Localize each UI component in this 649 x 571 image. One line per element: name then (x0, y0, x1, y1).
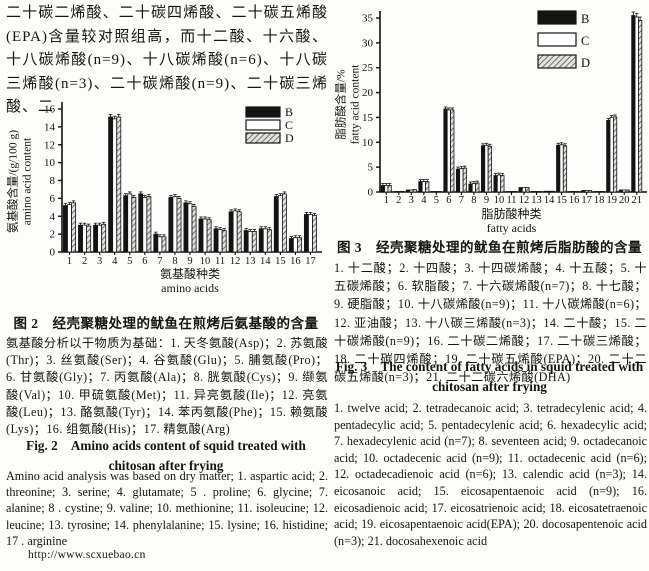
svg-text:10: 10 (200, 256, 211, 267)
fig2-y-axis-title-zh: 氨基酸含量/(g/100 g) (7, 129, 20, 234)
svg-text:3: 3 (409, 195, 414, 206)
svg-text:17: 17 (581, 195, 592, 206)
svg-text:21: 21 (631, 195, 642, 206)
svg-text:4: 4 (112, 256, 118, 267)
svg-text:9: 9 (484, 195, 489, 206)
fig2-note-en: Amino acid analysis was based on dry mat… (6, 469, 328, 548)
svg-text:13: 13 (245, 256, 256, 267)
svg-text:2: 2 (50, 229, 56, 241)
svg-text:18: 18 (594, 195, 605, 206)
fig3-x-axis-title: 脂肪酸种类 fatty acids (380, 207, 643, 235)
svg-text:25: 25 (362, 62, 374, 74)
svg-text:6: 6 (142, 256, 147, 267)
svg-text:12: 12 (44, 139, 55, 151)
fig3-caption-zh: 图 3 经壳聚糖处理的鱿鱼在煎烤后脂肪酸的含量 (336, 240, 643, 255)
svg-text:7: 7 (459, 195, 464, 206)
svg-text:C: C (581, 34, 589, 48)
fig3-caption-en-line1: Fig. 3 The content of fatty acids in squ… (335, 359, 644, 374)
svg-text:15: 15 (275, 256, 286, 267)
svg-text:C: C (285, 118, 293, 132)
fig3-note-en: 1. twelve acid; 2. tetradecanoic acid; 3… (334, 401, 647, 548)
svg-text:14: 14 (260, 256, 271, 267)
svg-text:35: 35 (362, 13, 374, 25)
footer-url: http://www.scxuebao.cn (28, 549, 146, 561)
svg-text:2: 2 (396, 195, 401, 206)
svg-text:D: D (581, 56, 590, 70)
svg-text:14: 14 (44, 121, 56, 133)
svg-text:11: 11 (215, 256, 225, 267)
svg-text:15: 15 (362, 112, 374, 124)
fig2-caption-en-line1: Fig. 2 Amino acids content of squid trea… (26, 438, 306, 453)
svg-text:4: 4 (50, 211, 56, 223)
svg-text:6: 6 (50, 193, 56, 205)
svg-text:5: 5 (127, 256, 132, 267)
svg-text:0: 0 (50, 247, 56, 259)
svg-text:8: 8 (50, 175, 56, 187)
fig3-caption-en-line2: chitosan after frying (432, 379, 547, 394)
svg-text:20: 20 (619, 195, 630, 206)
svg-text:4: 4 (421, 195, 427, 206)
fig3-y-axis-title-zh: 脂肪酸含量/% (335, 69, 348, 140)
svg-text:9: 9 (187, 256, 192, 267)
svg-text:11: 11 (506, 195, 516, 206)
svg-text:6: 6 (446, 195, 451, 206)
fig2-caption-zh: 图 2 经壳聚糖处理的鱿鱼在煎烤后氨基酸的含量 (13, 316, 319, 331)
svg-text:10: 10 (44, 157, 56, 169)
svg-text:12: 12 (230, 256, 241, 267)
svg-text:5: 5 (368, 162, 374, 174)
svg-text:16: 16 (290, 256, 301, 267)
svg-text:10: 10 (494, 195, 505, 206)
fig3-x-axis-title-zh: 脂肪酸种类 (481, 207, 542, 221)
svg-text:12: 12 (519, 195, 530, 206)
fig2-x-axis-title: 氨基酸种类 amino acids (62, 267, 318, 295)
svg-text:8: 8 (172, 256, 177, 267)
svg-text:B: B (581, 12, 589, 26)
fig3-note-zh: 1. 十二酸；2. 十四酸；3. 十四碳烯酸；4. 十五酸；5. 十五碳烯酸；6… (334, 261, 647, 385)
fig2-x-axis-title-en: amino acids (161, 280, 219, 295)
svg-text:30: 30 (362, 37, 374, 49)
fig3-y-axis-title: 脂肪酸含量/% fatty acid content (336, 25, 363, 185)
svg-text:16: 16 (44, 104, 56, 116)
fig2-y-axis-title-en: amino acid content (21, 137, 33, 226)
svg-text:15: 15 (556, 195, 567, 206)
svg-text:19: 19 (606, 195, 617, 206)
svg-text:14: 14 (544, 195, 555, 206)
fig2-caption-en-line2: chitosan after frying (108, 458, 224, 473)
svg-text:7: 7 (157, 256, 162, 267)
svg-text:1: 1 (67, 256, 72, 267)
fig3-x-axis-title-en: fatty acids (486, 220, 537, 235)
svg-text:13: 13 (531, 195, 542, 206)
fig3-y-axis-title-en: fatty acid content (349, 64, 361, 145)
fig2-note-zh: 氨基酸分析以干物质为基础：1. 天冬氨酸(Asp)；2. 苏氨酸(Thr)；3.… (6, 336, 328, 437)
svg-text:16: 16 (569, 195, 580, 206)
svg-text:1: 1 (384, 195, 389, 206)
fig2-caption-en: Fig. 2 Amino acids content of squid trea… (4, 436, 328, 476)
svg-text:0: 0 (368, 187, 374, 199)
svg-text:2: 2 (82, 256, 87, 267)
svg-text:8: 8 (471, 195, 476, 206)
svg-text:5: 5 (434, 195, 439, 206)
svg-text:17: 17 (305, 256, 316, 267)
intro-paragraph: 二十碳二烯酸、二十碳四烯酸、二十碳五烯酸(EPA)含量较对照组高，而十二酸、十六… (6, 5, 328, 115)
svg-text:20: 20 (362, 87, 374, 99)
fig3-caption-en: Fig. 3 The content of fatty acids in squ… (332, 357, 647, 397)
svg-text:D: D (285, 131, 294, 145)
svg-text:B: B (285, 105, 293, 119)
svg-text:10: 10 (362, 137, 374, 149)
fig2-x-axis-title-zh: 氨基酸种类 (159, 267, 220, 281)
svg-text:3: 3 (97, 256, 102, 267)
fig2-y-axis-title: 氨基酸含量/(g/100 g) amino acid content (8, 97, 35, 267)
